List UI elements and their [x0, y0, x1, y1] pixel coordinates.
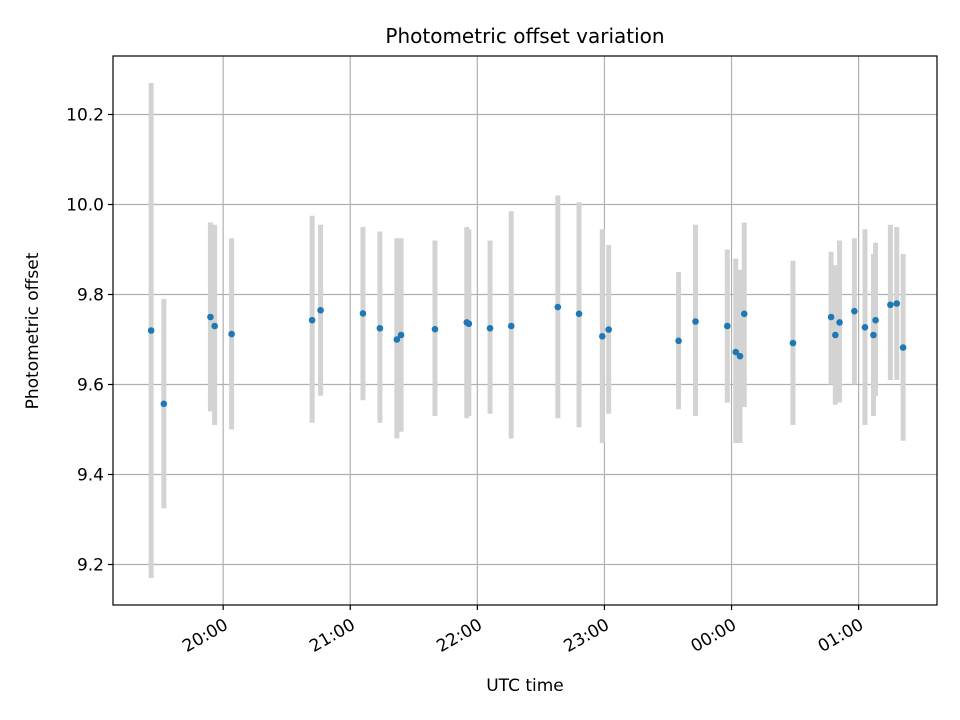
y-axis-ticks: 9.2 9.4 9.6 9.8 10.0 10.2 — [66, 106, 113, 576]
data-point — [207, 313, 214, 321]
data-point — [599, 333, 606, 340]
grid — [113, 56, 937, 605]
y-tick-label: 10.0 — [66, 196, 104, 216]
data-point — [554, 303, 562, 311]
data-point — [832, 331, 839, 339]
data-point — [507, 322, 515, 330]
data-point — [692, 318, 699, 325]
data-point — [893, 300, 901, 307]
data-point — [575, 310, 583, 318]
data-point — [376, 324, 384, 332]
y-tick-label: 9.6 — [77, 376, 104, 396]
data-point — [431, 325, 439, 333]
data-point — [870, 331, 877, 339]
data-point — [732, 348, 740, 356]
data-point — [393, 336, 401, 343]
data-point — [486, 324, 494, 332]
data-point — [211, 322, 218, 330]
data-point — [147, 327, 155, 334]
data-point — [723, 322, 731, 330]
data-point — [317, 306, 324, 314]
data-point — [836, 319, 843, 326]
data-point — [899, 344, 907, 351]
data-point — [397, 331, 405, 339]
data-point — [228, 330, 235, 338]
data-point — [887, 301, 894, 309]
chart-title: Photometric offset variation — [385, 24, 664, 48]
y-tick-label: 9.4 — [77, 466, 104, 486]
data-point — [160, 400, 168, 408]
data-point — [740, 310, 748, 318]
data-point — [465, 320, 473, 328]
y-axis-label: Photometric offset — [23, 252, 43, 409]
data-point — [308, 316, 316, 324]
data-point — [851, 307, 858, 315]
y-tick-label: 9.8 — [77, 286, 104, 306]
y-tick-label: 9.2 — [77, 556, 104, 576]
plot-frame — [112, 55, 938, 606]
data-point — [861, 324, 869, 331]
data-point — [675, 337, 682, 345]
data-point — [789, 339, 797, 347]
y-tick-label: 10.2 — [66, 106, 104, 126]
data-point — [736, 352, 744, 360]
x-axis-label: UTC time — [486, 676, 564, 696]
data-point — [605, 326, 612, 333]
data-point — [359, 310, 367, 317]
data-point — [872, 316, 879, 324]
data-point — [827, 313, 835, 321]
data-points — [147, 300, 907, 408]
